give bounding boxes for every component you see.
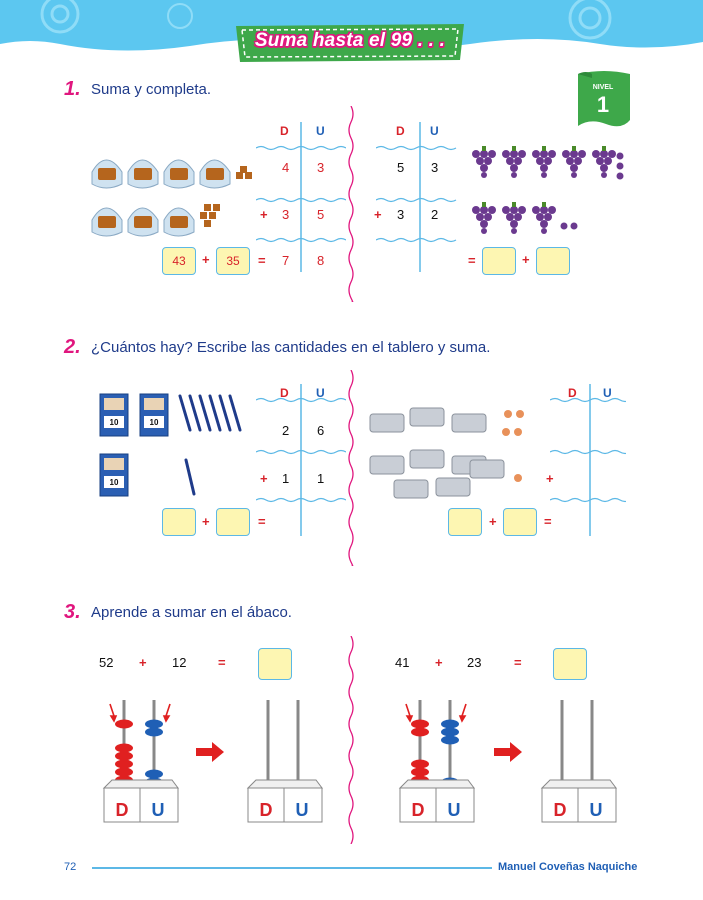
addend-b: 12 (172, 655, 186, 670)
plus-sign: + (522, 252, 530, 267)
plus-sign: + (546, 471, 554, 486)
egg-cartons-illustration (366, 398, 534, 508)
section-2-instruction: ¿Cuántos hay? Escribe las cantidades en … (91, 339, 490, 356)
place-value-grid-1b (376, 116, 466, 276)
answer-box[interactable] (216, 508, 250, 536)
level-word: NIVEL (580, 84, 626, 91)
digit-u: 1 (317, 471, 324, 486)
answer-value: 43 (163, 254, 195, 268)
column-header-d: D (280, 124, 289, 138)
arrow-right-icon (494, 742, 522, 762)
abacus-label-d: D (400, 800, 436, 821)
addend-a: 52 (99, 655, 113, 670)
answer-value: 35 (217, 254, 249, 268)
section-3-instruction: Aprende a sumar en el ábaco. (91, 604, 292, 621)
plus-sign: + (435, 655, 443, 670)
addend-b: 23 (467, 655, 481, 670)
cube-bags-illustration (88, 142, 268, 242)
column-header-u: U (603, 386, 612, 400)
footer-author: Manuel Coveñas Naquiche (498, 861, 637, 873)
abacus-label-u: U (578, 800, 614, 821)
equals-sign: = (258, 514, 266, 529)
arrow-right-icon (196, 742, 224, 762)
answer-box[interactable] (482, 247, 516, 275)
digit-d: 4 (282, 160, 289, 175)
digit-d: 5 (397, 160, 404, 175)
plus-sign: + (202, 514, 210, 529)
plus-sign: + (489, 514, 497, 529)
place-value-grid-1a (256, 116, 346, 276)
grapes-illustration (468, 144, 638, 236)
place-value-grid-2b (550, 380, 626, 540)
answer-box[interactable] (448, 508, 482, 536)
equals-sign: = (544, 514, 552, 529)
digit-u: 3 (431, 160, 438, 175)
abacus-label-u: U (436, 800, 472, 821)
digit-d: 1 (282, 471, 289, 486)
plus-sign: + (202, 252, 210, 267)
abacus-label-d: D (248, 800, 284, 821)
section-1-number: 1. (64, 78, 81, 101)
box-label: 10 (104, 418, 124, 427)
digit-u: 3 (317, 160, 324, 175)
section-1-instruction: Suma y completa. (91, 81, 211, 98)
abacus-label-u: U (140, 800, 176, 821)
plus-sign: + (374, 207, 382, 222)
page-title: Suma hasta el 99 . . . (232, 30, 468, 52)
page-number: 72 (64, 861, 76, 873)
section-3-number: 3. (64, 601, 81, 624)
answer-box[interactable] (258, 648, 292, 680)
box-label: 10 (104, 478, 124, 487)
divider-wavy (344, 370, 358, 566)
column-header-d: D (396, 124, 405, 138)
answer-box[interactable] (536, 247, 570, 275)
digit-d: 3 (282, 207, 289, 222)
footer-rule (92, 867, 492, 869)
answer-box[interactable]: 43 (162, 247, 196, 275)
column-header-u: U (430, 124, 439, 138)
place-value-grid-2a (256, 380, 346, 540)
digit-d: 2 (282, 423, 289, 438)
column-header-u: U (316, 386, 325, 400)
plus-sign: + (260, 471, 268, 486)
answer-box[interactable] (553, 648, 587, 680)
column-header-d: D (280, 386, 289, 400)
digit-u: 2 (431, 207, 438, 222)
abacus-label-d: D (542, 800, 578, 821)
digit-d: 3 (397, 207, 404, 222)
digit-u: 8 (317, 253, 324, 268)
column-header-u: U (316, 124, 325, 138)
answer-box[interactable]: 35 (216, 247, 250, 275)
digit-d: 7 (282, 253, 289, 268)
equals-sign: = (514, 655, 522, 670)
answer-box[interactable] (503, 508, 537, 536)
column-header-d: D (568, 386, 577, 400)
equals-sign: = (468, 253, 476, 268)
abacus-label-d: D (104, 800, 140, 821)
plus-sign: + (260, 207, 268, 222)
divider-wavy (344, 636, 358, 844)
addend-a: 41 (395, 655, 409, 670)
digit-u: 5 (317, 207, 324, 222)
equals-sign: = (258, 253, 266, 268)
equals-sign: = (218, 655, 226, 670)
answer-box[interactable] (162, 508, 196, 536)
divider-wavy (344, 106, 358, 302)
box-label: 10 (144, 418, 164, 427)
digit-u: 6 (317, 423, 324, 438)
section-2-number: 2. (64, 336, 81, 359)
level-number: 1 (580, 92, 626, 118)
abacus-label-u: U (284, 800, 320, 821)
plus-sign: + (139, 655, 147, 670)
